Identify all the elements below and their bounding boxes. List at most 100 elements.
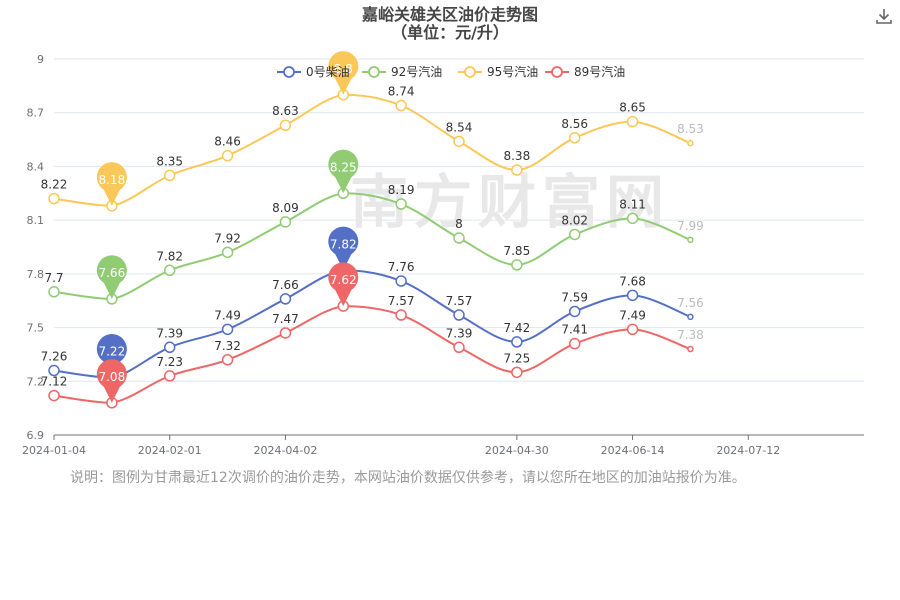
data-label: 7.47 [272,312,299,326]
data-point [279,293,292,305]
data-label: 8.35 [156,154,183,168]
marker-pin [96,162,127,206]
data-point [279,327,292,339]
data-label: 7.57 [388,294,415,308]
data-point [511,164,523,176]
data-point [163,264,176,277]
data-point [626,289,639,302]
legend-marker [464,66,476,78]
data-label: 8.74 [388,85,415,99]
marker-label: 8.25 [330,160,357,174]
data-label: 7.56 [677,296,704,310]
data-point [511,366,523,379]
marker-label: 7.82 [330,237,357,251]
data-label: 8.22 [41,178,68,192]
legend-item[interactable]: 95号汽油 [458,64,538,79]
data-point [687,345,694,353]
data-label: 7.76 [388,260,415,274]
data-point [687,313,694,321]
data-label: 8 [455,217,463,231]
axes: 6.9 7.2 7.5 7.8 8.1 8.4 8.7 9 2024-01-04 2024-02-… [22,53,864,457]
data-label: 7.59 [561,290,588,304]
data-point [453,135,465,148]
series-line [53,269,691,379]
data-point [453,232,465,244]
data-label: 7.25 [503,351,530,365]
x-tick-label: 2024-01-04 [22,444,86,457]
legend[interactable]: 0号柴油 92号汽油 95号汽油 89号汽油 [277,64,625,79]
data-labels: 7.26 7.39 7.49 7.66 7.76 7.57 7.42 7.59 7.68 7.56… [41,85,704,389]
data-point [626,115,639,128]
data-label: 8.38 [503,149,530,163]
data-label: 8.19 [388,183,415,197]
download-icon[interactable] [874,6,894,26]
chart-note: 说明：图例为甘肃最近12次调价的油价走势，本网站油价数据仅供参考，请以您所在地区… [70,470,746,486]
data-point [163,341,176,354]
grid [54,58,864,382]
data-label: 7.38 [677,328,704,342]
data-point [687,236,694,244]
data-point [48,364,60,377]
legend-marker [551,66,563,78]
data-label: 7.49 [214,308,241,322]
x-tick-label: 2024-02-01 [138,444,202,457]
data-point [395,309,407,321]
marker-label: 7.22 [98,345,125,359]
data-point [568,228,581,241]
legend-label: 0号柴油 [306,65,350,79]
y-tick-label: 7.5 [27,322,45,335]
chart-title: 嘉峪关雄关区油价走势图 [361,5,538,24]
data-label: 7.49 [619,308,646,322]
data-point [48,192,60,205]
marker-pin [96,359,127,403]
x-tick-label: 2024-04-30 [485,444,549,457]
data-label: 7.42 [503,321,530,335]
data-point [163,370,176,382]
marker-pin [328,262,359,307]
data-label: 7.12 [41,375,68,389]
data-point [453,341,465,354]
legend-item[interactable]: 89号汽油 [545,64,625,79]
data-label: 7.85 [503,244,530,258]
legend-item[interactable]: 92号汽油 [362,64,442,79]
data-point [163,169,176,182]
data-point [395,198,407,210]
data-label: 8.63 [272,104,299,118]
data-label: 7.82 [156,249,183,263]
data-point [395,99,407,112]
data-point [221,323,234,336]
data-point [279,216,292,228]
series [48,89,694,409]
data-point [687,139,694,147]
y-tick-label: 6.9 [27,429,45,442]
marker-label: 8.8 [334,62,353,76]
y-tick-label: 8.1 [27,214,45,227]
y-tick-label: 7.8 [27,268,45,281]
legend-label: 95号汽油 [487,64,538,79]
data-label: 8.09 [272,201,299,215]
data-label: 8.02 [561,213,588,227]
data-label: 7.23 [156,355,183,369]
marker-label: 7.62 [330,273,357,287]
legend-label: 89号汽油 [574,64,625,79]
markers: 7.82 7.22 8.25 7.66 8.8 8.18 7.62 7.08 [96,51,359,403]
data-label: 7.39 [446,326,473,340]
legend-marker [368,66,380,78]
data-label: 7.66 [272,278,299,292]
data-point [395,275,407,287]
data-label: 7.41 [561,323,588,337]
legend-label: 92号汽油 [391,64,442,79]
data-label: 7.99 [677,219,704,233]
data-label: 8.53 [677,122,704,136]
data-point [221,149,234,162]
chart-subtitle: （单位：元/升） [391,23,509,42]
data-label: 8.11 [619,197,646,211]
data-label: 7.39 [156,326,183,340]
legend-item[interactable]: 0号柴油 [277,65,350,79]
marker-pin [328,51,359,95]
y-tick-label: 8.7 [27,107,45,120]
legend-marker [283,66,295,78]
data-point [626,323,639,336]
marker-pin [96,255,127,299]
marker-pin [96,334,127,378]
